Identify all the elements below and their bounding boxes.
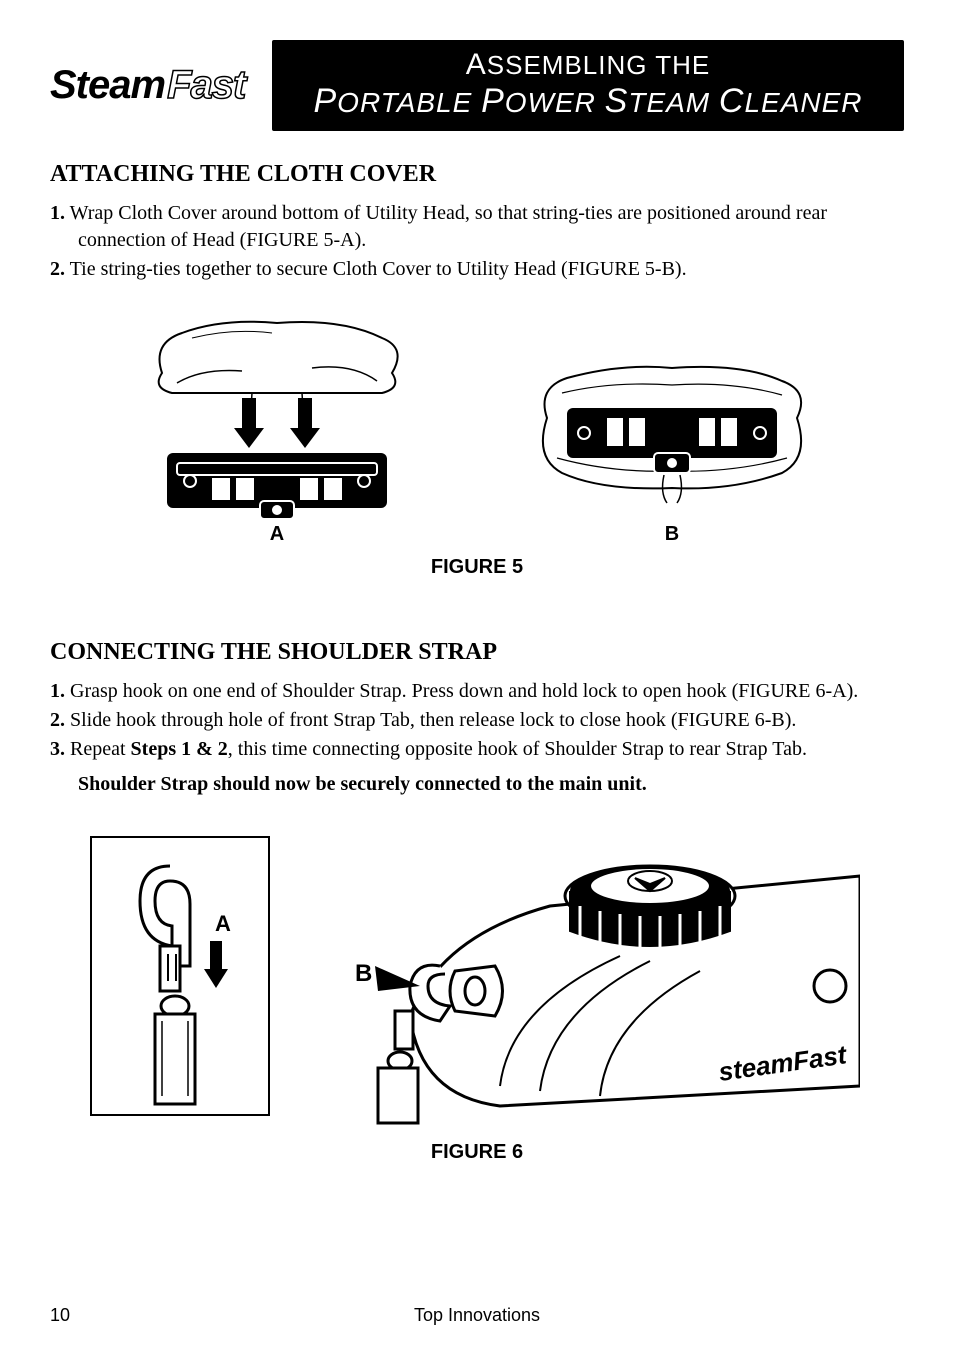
manual-page: SteamFast ASSEMBLING THE PORTABLE POWER … [0,0,954,1350]
page-footer: 10 Top Innovations [50,1305,904,1326]
logo-part1: Steam [50,63,165,108]
section1-heading: ATTACHING THE CLOTH COVER [50,161,904,188]
list-item: 3. Repeat Steps 1 & 2, this time connect… [50,736,904,763]
section2-steps: 1. Grasp hook on one end of Shoulder Str… [50,678,904,763]
company-name: Top Innovations [414,1305,540,1326]
figure6: A [50,836,904,1131]
list-item: 2. Slide hook through hole of front Stra… [50,707,904,734]
figure6-a: A [90,836,270,1116]
figure6-b-label: B [355,960,372,987]
figure5-b-label: B [665,523,679,546]
page-number: 10 [50,1305,70,1326]
figure5-b: B [532,363,812,546]
title-line2: PORTABLE POWER STEAM CLEANER [284,82,892,121]
title-box: ASSEMBLING THE PORTABLE POWER STEAM CLEA… [272,40,904,131]
brand-logo: SteamFast [50,40,260,131]
list-item: 1. Wrap Cloth Cover around bottom of Uti… [50,200,904,254]
figure5-a: A [142,313,412,546]
figure5-a-label: A [270,523,284,546]
list-item: 1. Grasp hook on one end of Shoulder Str… [50,678,904,705]
list-item: 2. Tie string-ties together to secure Cl… [50,256,904,283]
title-line1: ASSEMBLING THE [284,48,892,82]
figure5: A [50,313,904,579]
logo-part2: Fast [167,63,245,108]
section2-note: Shoulder Strap should now be securely co… [50,773,904,796]
section2-heading: CONNECTING THE SHOULDER STRAP [50,639,904,666]
figure5-caption: FIGURE 5 [50,556,904,579]
figure6-a-label: A [215,911,231,936]
figure6-b: steamFast B [300,836,860,1131]
header-row: SteamFast ASSEMBLING THE PORTABLE POWER … [50,40,904,131]
section1-steps: 1. Wrap Cloth Cover around bottom of Uti… [50,200,904,283]
figure6-caption: FIGURE 6 [50,1141,904,1164]
